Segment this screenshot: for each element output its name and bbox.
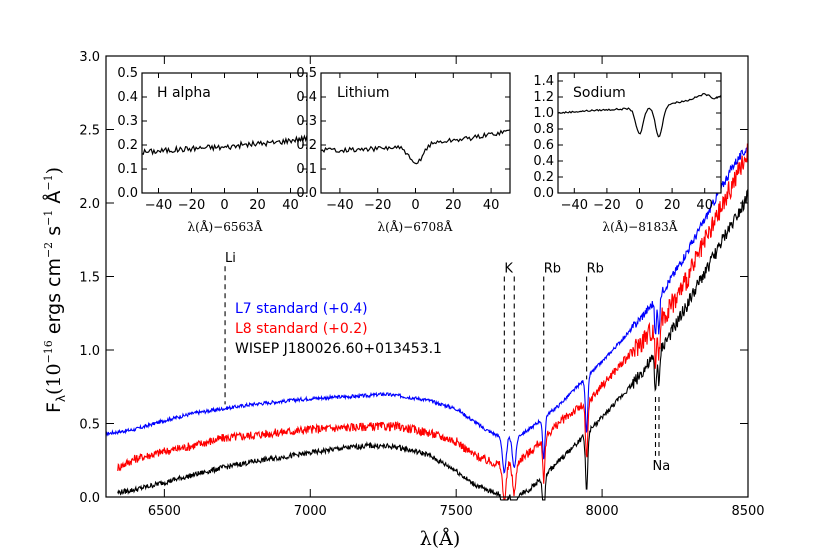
inset-y-tick-label: 0.3 bbox=[117, 114, 138, 129]
x-tick-label: 8500 bbox=[731, 504, 764, 519]
inset-y-tick-label: 0.2 bbox=[533, 170, 554, 185]
inset-x-tick-label: 20 bbox=[445, 198, 462, 213]
y-tick-label: 1.5 bbox=[79, 271, 100, 286]
inset-y-tick-label: 0.4 bbox=[296, 90, 317, 105]
inset-xlabel-lithium: λ(Å)−6708Å bbox=[378, 219, 453, 234]
inset-y-tick-label: 0.1 bbox=[117, 162, 138, 177]
inset-y-tick-label: 0.3 bbox=[296, 114, 317, 129]
inset-x-tick-label: −40 bbox=[561, 198, 588, 213]
y-tick-label: 0.5 bbox=[79, 418, 100, 433]
inset-series-line bbox=[141, 134, 308, 156]
inset-title-sodium: Sodium bbox=[573, 85, 626, 101]
inset-y-tick-label: 0.4 bbox=[533, 154, 554, 169]
inset-y-tick-label: 1.4 bbox=[533, 74, 554, 89]
inset-x-tick-label: −40 bbox=[326, 198, 353, 213]
x-axis-label: λ(Å) bbox=[420, 528, 461, 550]
inset-y-tick-label: 0.2 bbox=[117, 138, 138, 153]
inset-y-tick-label: 0.5 bbox=[117, 66, 138, 81]
inset-x-tick-label: −20 bbox=[364, 198, 391, 213]
inset-x-tick-label: 20 bbox=[249, 198, 266, 213]
inset-y-tick-label: 0.0 bbox=[296, 186, 317, 201]
inset-y-tick-label: 0.5 bbox=[296, 66, 317, 81]
inset-background bbox=[321, 73, 510, 193]
inset-y-tick-label: 0.0 bbox=[117, 186, 138, 201]
inset-series-line bbox=[320, 129, 511, 165]
inset-h-alpha: −40 −20 0 20 40 0.0 0.1 0.2 0.3 0.4 0.5 bbox=[117, 66, 308, 213]
inset-x-tick-label: −20 bbox=[593, 198, 620, 213]
y-tick-label: 3.0 bbox=[79, 50, 100, 65]
x-tick-label: 7000 bbox=[294, 504, 327, 519]
inset-background bbox=[142, 73, 307, 193]
inset-y-tick-label: 1.2 bbox=[533, 90, 554, 105]
line-marker-label: K bbox=[504, 262, 513, 277]
inset-y-tick-label: 0.4 bbox=[117, 90, 138, 105]
legend-l8: L8 standard (+0.2) bbox=[235, 321, 368, 337]
series-line bbox=[117, 188, 749, 501]
inset-x-tick-label: 20 bbox=[664, 198, 681, 213]
y-tick-label: 0.0 bbox=[79, 491, 100, 506]
y-axis-label: Fλ(10−16 ergs cm−2 s−1 Å−1) bbox=[42, 167, 68, 413]
inset-xlabel-sodium: λ(Å)−8183Å bbox=[603, 219, 678, 234]
inset-x-tick-label: 0 bbox=[635, 198, 643, 213]
y-tick-label: 2.5 bbox=[79, 124, 100, 139]
inset-y-tick-label: 0.0 bbox=[533, 186, 554, 201]
inset-x-tick-label: 40 bbox=[483, 198, 500, 213]
inset-series-line bbox=[557, 92, 722, 138]
series-line bbox=[117, 143, 749, 501]
inset-y-tick-label: 1.0 bbox=[533, 106, 554, 121]
inset-xlabel-h-alpha: λ(Å)−6563Å bbox=[188, 219, 263, 234]
line-marker-label: Na bbox=[652, 459, 670, 474]
inset-y-tick-label: 0.2 bbox=[296, 138, 317, 153]
inset-y-tick-label: 0.8 bbox=[533, 122, 554, 137]
y-tick-label: 2.0 bbox=[79, 197, 100, 212]
inset-x-tick-label: −40 bbox=[145, 198, 172, 213]
inset-y-tick-label: 0.1 bbox=[296, 162, 317, 177]
y-tick-label: 1.0 bbox=[79, 344, 100, 359]
line-marker-label: Rb bbox=[544, 262, 561, 277]
inset-x-tick-label: 40 bbox=[696, 198, 713, 213]
inset-lithium: −40 −20 0 20 40 0.0 0.1 0.2 0.3 0.4 0.5 bbox=[296, 66, 511, 213]
line-marker-label: Li bbox=[225, 251, 236, 266]
inset-x-tick-label: 40 bbox=[282, 198, 299, 213]
inset-x-tick-label: −20 bbox=[178, 198, 205, 213]
inset-title-h-alpha: H alpha bbox=[157, 85, 211, 101]
inset-title-lithium: Lithium bbox=[337, 85, 389, 101]
inset-y-tick-label: 0.6 bbox=[533, 138, 554, 153]
legend-wisep: WISEP J180026.60+013453.1 bbox=[235, 341, 442, 357]
series-line bbox=[105, 145, 749, 474]
x-tick-label: 6500 bbox=[148, 504, 181, 519]
inset-x-tick-label: 0 bbox=[411, 198, 419, 213]
inset-sodium: −40 −20 0 20 40 0.00.20.40.60.81.01.21.4 bbox=[533, 72, 722, 213]
x-tick-label: 7500 bbox=[440, 504, 473, 519]
line-marker-label: Rb bbox=[587, 262, 604, 277]
legend-l7: L7 standard (+0.4) bbox=[235, 301, 368, 317]
inset-x-tick-label: 0 bbox=[220, 198, 228, 213]
x-tick-label: 8000 bbox=[586, 504, 619, 519]
